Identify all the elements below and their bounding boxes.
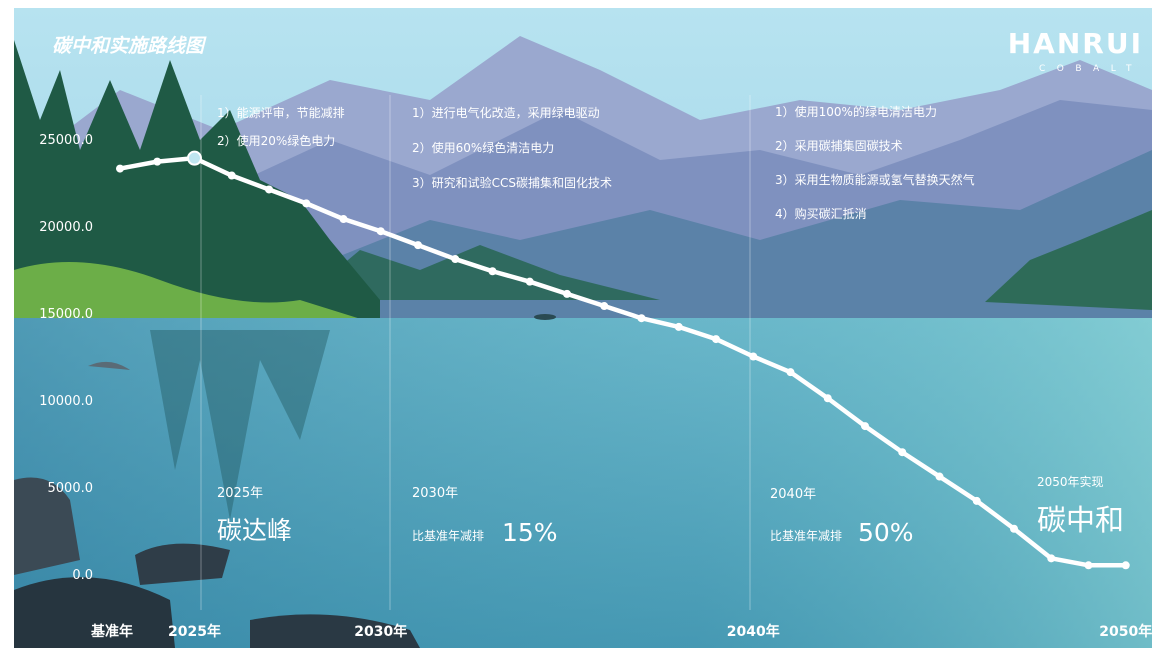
y-tick-label: 15000.0 bbox=[39, 307, 93, 322]
data-point bbox=[898, 448, 907, 457]
milestone-year: 2025年 bbox=[217, 486, 263, 501]
action-item: 4）购买碳汇抵消 bbox=[775, 206, 867, 221]
data-point bbox=[972, 496, 981, 505]
action-item: 2）使用60%绿色清洁电力 bbox=[412, 140, 554, 155]
data-point bbox=[712, 335, 720, 344]
x-tick-label: 2025年 bbox=[168, 623, 221, 640]
data-point bbox=[823, 394, 832, 403]
data-point bbox=[674, 322, 683, 331]
rock bbox=[88, 361, 130, 370]
x-tick-label: 2030年 bbox=[354, 623, 407, 640]
rock bbox=[14, 577, 175, 648]
data-point bbox=[153, 157, 162, 166]
data-point bbox=[116, 164, 124, 173]
brand-logo-sub: COBALT bbox=[1039, 64, 1143, 74]
data-point bbox=[265, 185, 273, 194]
milestone-2050: 2050年实现 碳中和 bbox=[1037, 474, 1124, 537]
milestone-year: 2050年实现 bbox=[1037, 474, 1104, 489]
far-forest bbox=[300, 245, 660, 300]
action-item: 1）能源评审，节能减排 bbox=[217, 105, 345, 120]
data-point bbox=[376, 227, 385, 236]
action-item: 2）使用20%绿色电力 bbox=[217, 133, 335, 148]
x-axis: 基准年 2025年 2030年 2040年 2050年 bbox=[91, 623, 1152, 640]
data-point bbox=[227, 171, 236, 180]
data-point bbox=[488, 267, 497, 276]
x-tick-label: 2050年 bbox=[1099, 623, 1152, 640]
lake-tint bbox=[14, 318, 1152, 648]
milestone-headline: 碳达峰 bbox=[217, 516, 292, 545]
left-forest bbox=[14, 40, 380, 330]
data-point bbox=[1121, 561, 1130, 570]
data-point bbox=[1084, 561, 1093, 570]
milestone-headline-prefix: 比基准年减排 bbox=[412, 529, 484, 543]
data-point bbox=[451, 255, 460, 264]
milestone-year: 2030年 bbox=[412, 486, 458, 501]
page-title: 碳中和实施路线图 bbox=[52, 35, 207, 57]
rock bbox=[14, 477, 80, 575]
data-point bbox=[414, 241, 422, 250]
data-point bbox=[525, 277, 534, 286]
brand-logo-name: HANRUI bbox=[1008, 27, 1143, 60]
milestone-2040: 1）使用100%的绿电清洁电力 2）采用碳捕集固碳技术 3）采用生物质能源或氢气… bbox=[770, 104, 975, 547]
emission-series bbox=[116, 150, 1130, 570]
data-point bbox=[861, 422, 869, 431]
right-forest bbox=[985, 210, 1152, 310]
milestone-headline-value: 15% bbox=[502, 518, 558, 547]
y-tick-label: 10000.0 bbox=[39, 394, 93, 409]
data-point bbox=[935, 472, 944, 481]
action-item: 3）采用生物质能源或氢气替换天然气 bbox=[775, 172, 975, 187]
action-item: 3）研究和试验CCS碳捕集和固化技术 bbox=[412, 175, 612, 190]
milestone-2025: 1）能源评审，节能减排 2）使用20%绿色电力 2025年 碳达峰 bbox=[217, 105, 345, 545]
data-point bbox=[749, 352, 758, 361]
x-tick-label: 基准年 bbox=[91, 623, 133, 640]
data-point bbox=[600, 302, 609, 311]
landscape-background bbox=[14, 8, 1152, 648]
data-point bbox=[637, 314, 646, 323]
action-item: 2）采用碳捕集固碳技术 bbox=[775, 138, 903, 153]
milestone-2030: 1）进行电气化改造，采用绿电驱动 2）使用60%绿色清洁电力 3）研究和试验CC… bbox=[412, 105, 612, 547]
rock bbox=[250, 614, 420, 648]
milestone-headline: 碳中和 bbox=[1037, 503, 1124, 537]
rock bbox=[135, 543, 230, 585]
x-tick-label: 2040年 bbox=[727, 623, 780, 640]
action-item: 1）进行电气化改造，采用绿电驱动 bbox=[412, 105, 600, 120]
action-item: 1）使用100%的绿电清洁电力 bbox=[775, 104, 937, 119]
data-point bbox=[563, 289, 571, 298]
series-line bbox=[117, 155, 1128, 568]
data-point bbox=[339, 215, 348, 224]
y-tick-label: 25000.0 bbox=[39, 133, 93, 148]
milestone-headline-value: 50% bbox=[858, 518, 914, 547]
y-tick-label: 5000.0 bbox=[48, 481, 94, 496]
data-point bbox=[1010, 524, 1018, 533]
milestone-headline-prefix: 比基准年减排 bbox=[770, 529, 842, 543]
milestone-year: 2040年 bbox=[770, 487, 816, 502]
boat bbox=[534, 314, 556, 320]
shore-grass bbox=[14, 262, 380, 335]
data-point bbox=[1047, 554, 1056, 563]
y-tick-label: 20000.0 bbox=[39, 220, 93, 235]
data-point bbox=[786, 368, 795, 377]
peak-data-point bbox=[187, 150, 202, 166]
y-axis: 0.0 5000.0 10000.0 15000.0 20000.0 25000.0 bbox=[39, 133, 93, 583]
forest-reflection bbox=[150, 330, 330, 520]
y-tick-label: 0.0 bbox=[72, 568, 93, 583]
data-point bbox=[302, 199, 311, 208]
